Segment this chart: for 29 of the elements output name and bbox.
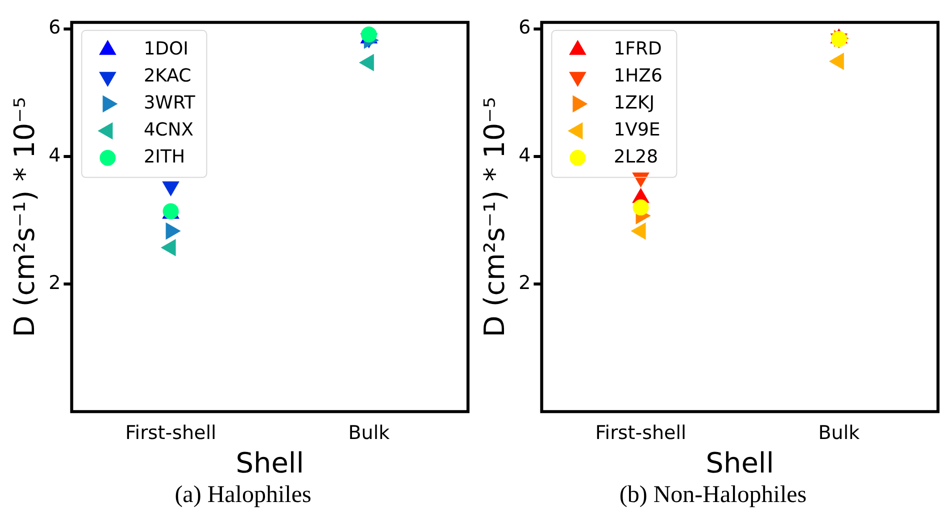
legend-label: 2ITH <box>144 146 185 168</box>
y-tick-label: 4 <box>518 144 531 166</box>
y-axis-title: D (cm²s⁻¹) * 10⁻⁵ <box>478 96 512 338</box>
y-tick-label: 2 <box>48 272 61 294</box>
legend-label: 2L28 <box>614 146 658 168</box>
point <box>632 199 649 216</box>
legend-label: 1DOI <box>144 38 188 60</box>
text: (a) Halophiles <box>174 482 312 509</box>
x-axis-title: Shell <box>706 446 774 480</box>
y-axis-title: D (cm²s⁻¹) * 10⁻⁵ <box>8 96 42 338</box>
legend-label: 1ZKJ <box>614 92 655 114</box>
text: (b) Non-Halophiles <box>618 482 808 509</box>
legend-label: 2KAC <box>144 66 192 87</box>
legend-label: 1HZ6 <box>614 66 662 87</box>
y-tick-label: 2 <box>518 272 531 294</box>
legend-label: 1V9E <box>614 120 660 141</box>
legend-label: 4CNX <box>144 120 194 141</box>
point <box>828 52 844 70</box>
x-axis-title: Shell <box>236 446 304 480</box>
y-tick-label: 6 <box>518 16 531 39</box>
y-tick-label: 4 <box>48 144 61 166</box>
x-tick-label: Bulk <box>818 422 860 444</box>
x-tick-label: First-shell <box>595 422 686 444</box>
legend-label: 1FRD <box>614 38 662 60</box>
x-tick-label: First-shell <box>125 422 216 444</box>
x-tick-label: Bulk <box>348 422 390 444</box>
point <box>830 30 847 47</box>
y-tick-label: 6 <box>48 16 61 39</box>
legend-label: 3WRT <box>144 92 196 114</box>
